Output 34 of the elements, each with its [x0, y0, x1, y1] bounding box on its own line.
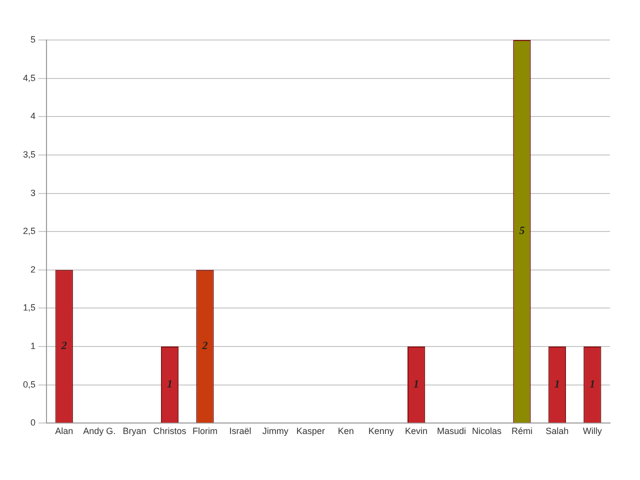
- data-label: 1: [554, 378, 560, 390]
- x-tick-label: Israël: [229, 426, 252, 436]
- y-tick-label: 1,5: [22, 302, 36, 313]
- x-tick-label: Kasper: [296, 426, 325, 436]
- x-tick-label: Christos: [153, 426, 187, 436]
- data-label: 2: [201, 340, 208, 352]
- x-tick-label: Bryan: [122, 426, 146, 436]
- y-tick-label: 0: [30, 418, 36, 428]
- x-tick-label: Nicolas: [472, 426, 502, 436]
- data-label: 2: [60, 340, 68, 352]
- x-tick-label: Ken: [338, 426, 354, 436]
- x-tick-label: Salah: [546, 426, 569, 436]
- x-tick-label: Rémi: [511, 426, 532, 436]
- x-tick-label: Willy: [582, 426, 602, 436]
- y-tick-label: 2: [30, 264, 36, 274]
- x-tick-label: Alan: [55, 426, 74, 436]
- y-tick-label: 5: [30, 34, 36, 44]
- y-tick-label: 0,5: [22, 379, 36, 390]
- x-tick-label: Jimmy: [262, 426, 289, 436]
- x-tick-label: Kenny: [368, 426, 394, 436]
- y-tick-label: 4,5: [22, 72, 36, 83]
- y-tick-label: 2,5: [22, 226, 36, 236]
- x-tick-label: Masudi: [437, 426, 466, 436]
- data-label: 5: [519, 225, 526, 238]
- data-label: 1: [167, 378, 173, 390]
- y-tick-label: 3,5: [22, 149, 36, 160]
- data-label: 1: [414, 378, 420, 390]
- y-tick-label: 3: [30, 188, 36, 198]
- x-tick-label: Kevin: [405, 426, 428, 436]
- y-tick-label: 1: [30, 341, 36, 352]
- x-tick-label: Andy G.: [83, 426, 116, 436]
- data-label: 1: [590, 378, 596, 390]
- x-tick-label: Florim: [192, 426, 218, 436]
- y-tick-label: 4: [30, 111, 36, 122]
